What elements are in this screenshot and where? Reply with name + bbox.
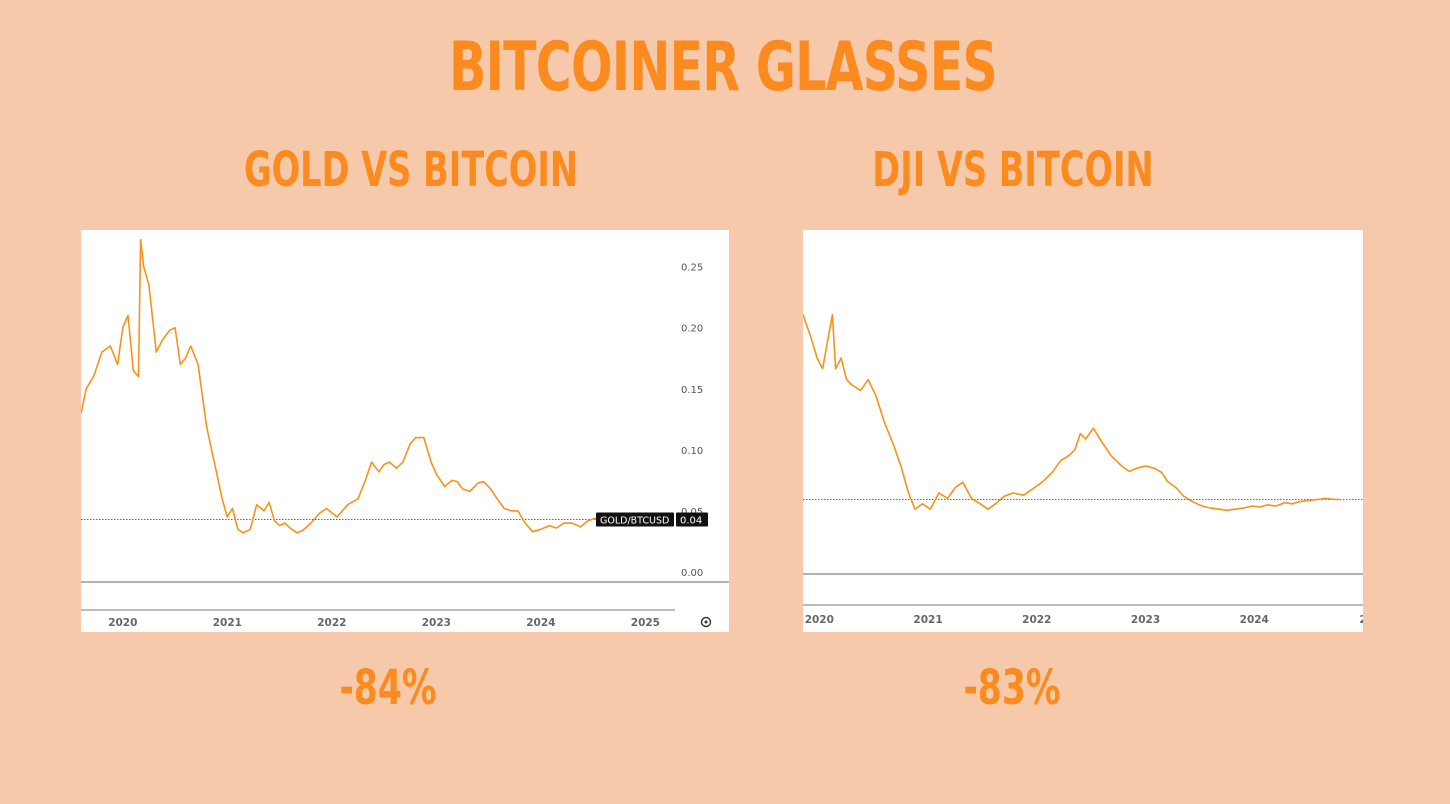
x-tick-label: 2024 <box>1240 614 1269 626</box>
x-tick-label: 2 <box>1359 614 1363 626</box>
gold-btc-change: -84% <box>339 660 437 716</box>
gold-vs-bitcoin-title: GOLD VS BITCOIN <box>244 142 578 198</box>
dji-btc-change: -83% <box>963 660 1061 716</box>
dji-vs-bitcoin-title: DJI VS BITCOIN <box>872 142 1154 198</box>
x-tick-label: 2021 <box>913 614 942 626</box>
dji-btc-chart: 2020 2021 2022 2023 2024 2 <box>803 230 1363 632</box>
y-tick-label: 0.20 <box>681 324 703 335</box>
x-tick-label: 2020 <box>805 614 834 626</box>
y-tick-label: 0.05 <box>681 507 703 518</box>
last-value-badge-bg <box>676 512 708 527</box>
x-tick-label: 2020 <box>108 617 137 629</box>
x-tick-label: 2025 <box>631 617 660 629</box>
x-tick-label: 2022 <box>317 617 346 629</box>
dji-btc-chart-svg: 2020 2021 2022 2023 2024 2 <box>803 314 1363 626</box>
series-tag-bg <box>596 512 674 527</box>
settings-gear-icon-center <box>704 620 708 624</box>
x-tick-label: 2021 <box>213 617 242 629</box>
series-tag: GOLD/BTCUSD <box>600 515 669 526</box>
series-line <box>81 239 620 534</box>
x-tick-label: 2022 <box>1022 614 1051 626</box>
y-tick-label: 0.00 <box>681 568 703 579</box>
x-tick-label: 2024 <box>526 617 555 629</box>
gold-btc-chart: 0.25 0.20 0.15 0.10 0.05 0.00 2020 2021 2022 2023… <box>81 230 729 632</box>
settings-gear-icon <box>700 616 712 628</box>
last-value-badge: 0.04 <box>680 515 702 526</box>
series-line <box>803 314 1342 512</box>
y-tick-label: 0.15 <box>681 385 703 396</box>
x-tick-label: 2023 <box>422 617 451 629</box>
gold-btc-chart-svg: 0.25 0.20 0.15 0.10 0.05 0.00 2020 2021 2022 2023… <box>81 239 729 629</box>
y-tick-label: 0.25 <box>681 263 703 274</box>
y-tick-label: 0.10 <box>681 446 703 457</box>
x-tick-label: 2023 <box>1131 614 1160 626</box>
poster-title: BITCOINER GLASSES <box>449 28 998 107</box>
